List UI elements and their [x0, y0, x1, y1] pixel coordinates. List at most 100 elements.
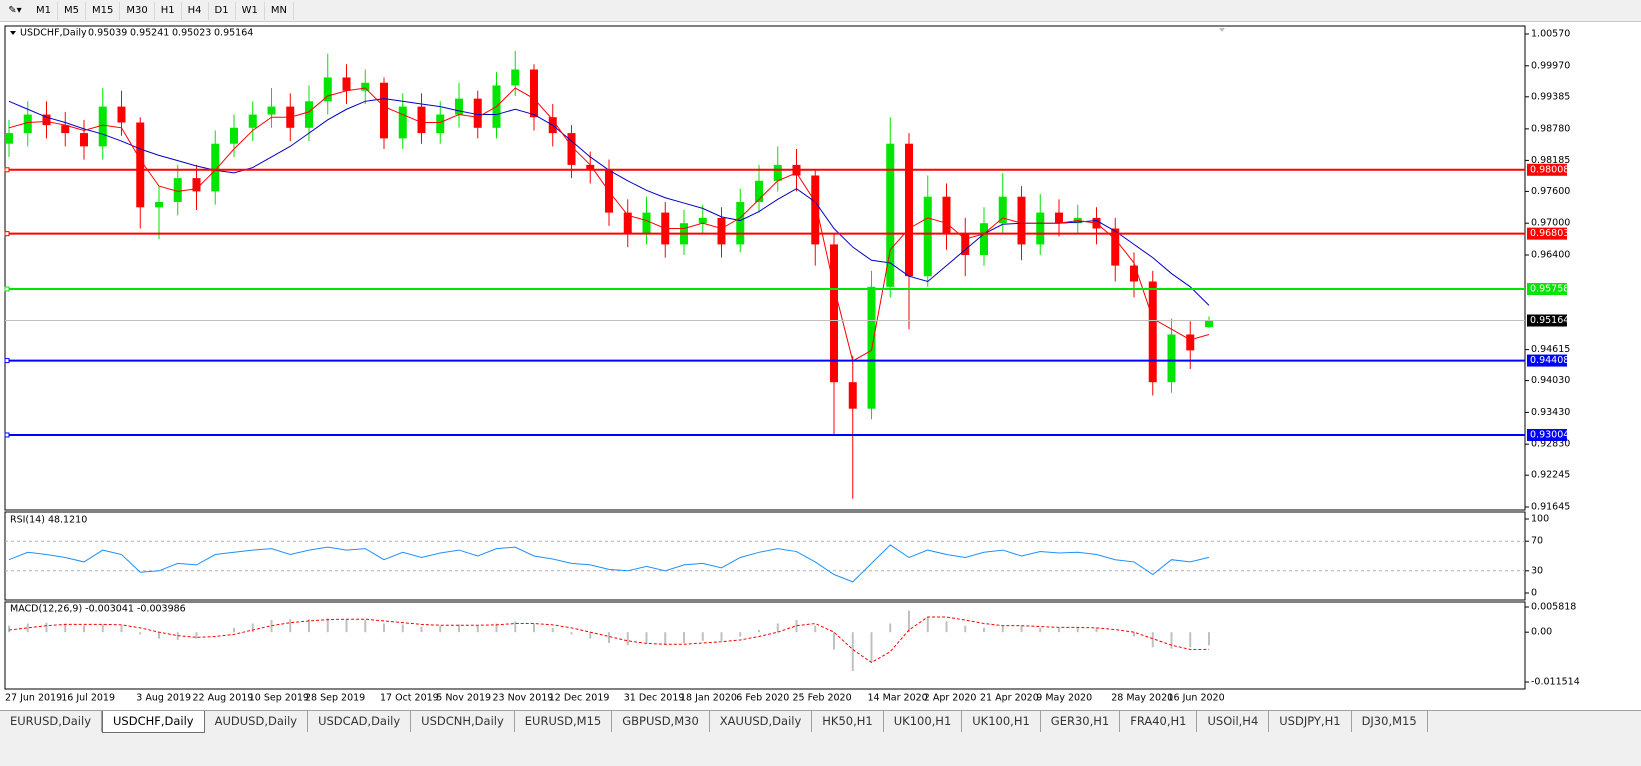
candle-body	[42, 114, 51, 126]
candle-body	[267, 106, 276, 115]
timeframe-button[interactable]: H1	[155, 1, 182, 20]
chart-tabs: EURUSD,Daily USDCHF,Daily AUDUSD,Daily USDC…	[0, 710, 1641, 733]
candle-body	[1130, 265, 1138, 282]
draw-tool[interactable]: ✎▾	[8, 5, 22, 16]
chart-tab[interactable]: UK100,H1	[962, 711, 1041, 732]
candle-body	[623, 212, 632, 234]
x-tick-label: 14 Mar 2020	[868, 693, 928, 704]
candle-body	[530, 69, 538, 118]
level-label-box	[1527, 227, 1567, 240]
chart-tab[interactable]: XAUUSD,Daily	[710, 711, 813, 732]
panel-frames	[4, 25, 1526, 690]
chart-tab[interactable]: USDCHF,Daily	[102, 711, 205, 733]
collapse-icon[interactable]	[10, 31, 16, 35]
candle-body	[1167, 334, 1176, 383]
candle-body	[1017, 196, 1026, 245]
y-tick-label: 0.99385	[1531, 91, 1570, 102]
candle-body	[717, 217, 726, 245]
x-tick-label: 9 May 2020	[1036, 693, 1092, 704]
high-value: 0.95241	[130, 28, 169, 39]
candle-body	[230, 127, 238, 144]
low-value: 0.95023	[172, 28, 211, 39]
chart-tab[interactable]: USOil,H4	[1197, 711, 1270, 732]
candle-body	[248, 114, 257, 128]
y-tick-label: 0.91645	[1531, 502, 1570, 513]
x-tick-label: 2 Apr 2020	[924, 693, 977, 704]
chart-background	[0, 22, 1641, 710]
candle-body	[398, 106, 407, 139]
y-tick-label: 0.98185	[1531, 155, 1570, 166]
y-tick-label: 0.93430	[1531, 407, 1570, 418]
timeframe-button[interactable]: MN	[265, 1, 294, 20]
y-tick-label: 0.00	[1531, 627, 1552, 638]
chart-tab[interactable]: USDJPY,H1	[1269, 711, 1352, 732]
timeframe-button[interactable]: W1	[236, 1, 265, 20]
chart-tab[interactable]: GER30,H1	[1041, 711, 1121, 732]
timeframe-button[interactable]: H4	[182, 1, 209, 20]
y-tick-label: 30	[1531, 565, 1543, 576]
y-tick-label: 0.99970	[1531, 60, 1570, 71]
candle-body	[136, 122, 145, 208]
candle-body	[586, 164, 595, 171]
candle-body	[886, 143, 895, 287]
chart-tab[interactable]: AUDUSD,Daily	[205, 711, 309, 732]
level-label-box	[1527, 163, 1567, 176]
chart-tab[interactable]: DJ30,M15	[1352, 711, 1428, 732]
timeframe-button[interactable]: D1	[209, 1, 236, 20]
timeframe-button[interactable]: M30	[120, 1, 155, 20]
x-tick-label: 12 Dec 2019	[549, 693, 610, 704]
candle-body	[1186, 334, 1195, 351]
candle-body	[98, 106, 107, 147]
close-value: 0.95164	[214, 28, 253, 39]
candle-body	[998, 196, 1007, 224]
chart-tab[interactable]: EURUSD,Daily	[0, 711, 102, 732]
chart-tab[interactable]: USDCAD,Daily	[308, 711, 412, 732]
rsi-line	[8, 544, 1210, 583]
candle-body	[361, 82, 370, 91]
y-tick-label: 0.005818	[1531, 602, 1576, 613]
candle-body	[5, 133, 13, 144]
y-tick-label: 100	[1531, 514, 1549, 525]
shift-marker[interactable]	[1219, 28, 1225, 32]
timeframe-button[interactable]: M15	[86, 1, 121, 20]
candle-body	[1055, 212, 1063, 224]
candle-body	[511, 69, 520, 86]
candle-body	[830, 244, 838, 383]
chart-tab[interactable]: FRA40,H1	[1120, 711, 1198, 732]
x-tick-label: 22 Aug 2019	[193, 693, 254, 704]
level-label-box	[1527, 354, 1567, 367]
chart-tab[interactable]: GBPUSD,M30	[612, 711, 710, 732]
candle-body	[773, 164, 782, 181]
candle-body	[23, 114, 32, 134]
level-handle	[4, 358, 10, 364]
chart-tab[interactable]: HK50,H1	[812, 711, 884, 732]
x-tick-label: 17 Oct 2019	[380, 693, 439, 704]
candle-body	[811, 175, 820, 245]
y-tick-label: 0.97600	[1531, 186, 1570, 197]
candle-body	[567, 133, 576, 165]
candle-body	[942, 196, 951, 234]
candle-body	[848, 382, 857, 409]
x-tick-label: 28 Sep 2019	[305, 693, 365, 704]
candle-body	[736, 202, 745, 245]
candle-body	[1148, 281, 1157, 383]
chart-tab[interactable]: EURUSD,M15	[515, 711, 613, 732]
y-tick-label: 0.92830	[1531, 439, 1570, 450]
x-tick-label: 25 Feb 2020	[793, 693, 852, 704]
y-tick-label: -0.011514	[1531, 677, 1580, 688]
open-value: 0.95039	[88, 28, 127, 39]
candle-body	[117, 106, 126, 123]
ma-fast-line	[8, 87, 1210, 362]
candle-body	[473, 98, 482, 128]
x-tick-label: 28 May 2020	[1111, 693, 1173, 704]
timeframe-button[interactable]: M1	[30, 1, 58, 20]
chart-tab[interactable]: UK100,H1	[884, 711, 963, 732]
candle-body	[342, 77, 351, 91]
candle-body	[436, 114, 445, 134]
level-label: 0.93004	[1530, 429, 1569, 440]
chart-tab[interactable]: USDCNH,Daily	[411, 711, 515, 732]
y-tick-label: 0.94615	[1531, 344, 1570, 355]
timeframe-button[interactable]: M5	[58, 1, 86, 20]
